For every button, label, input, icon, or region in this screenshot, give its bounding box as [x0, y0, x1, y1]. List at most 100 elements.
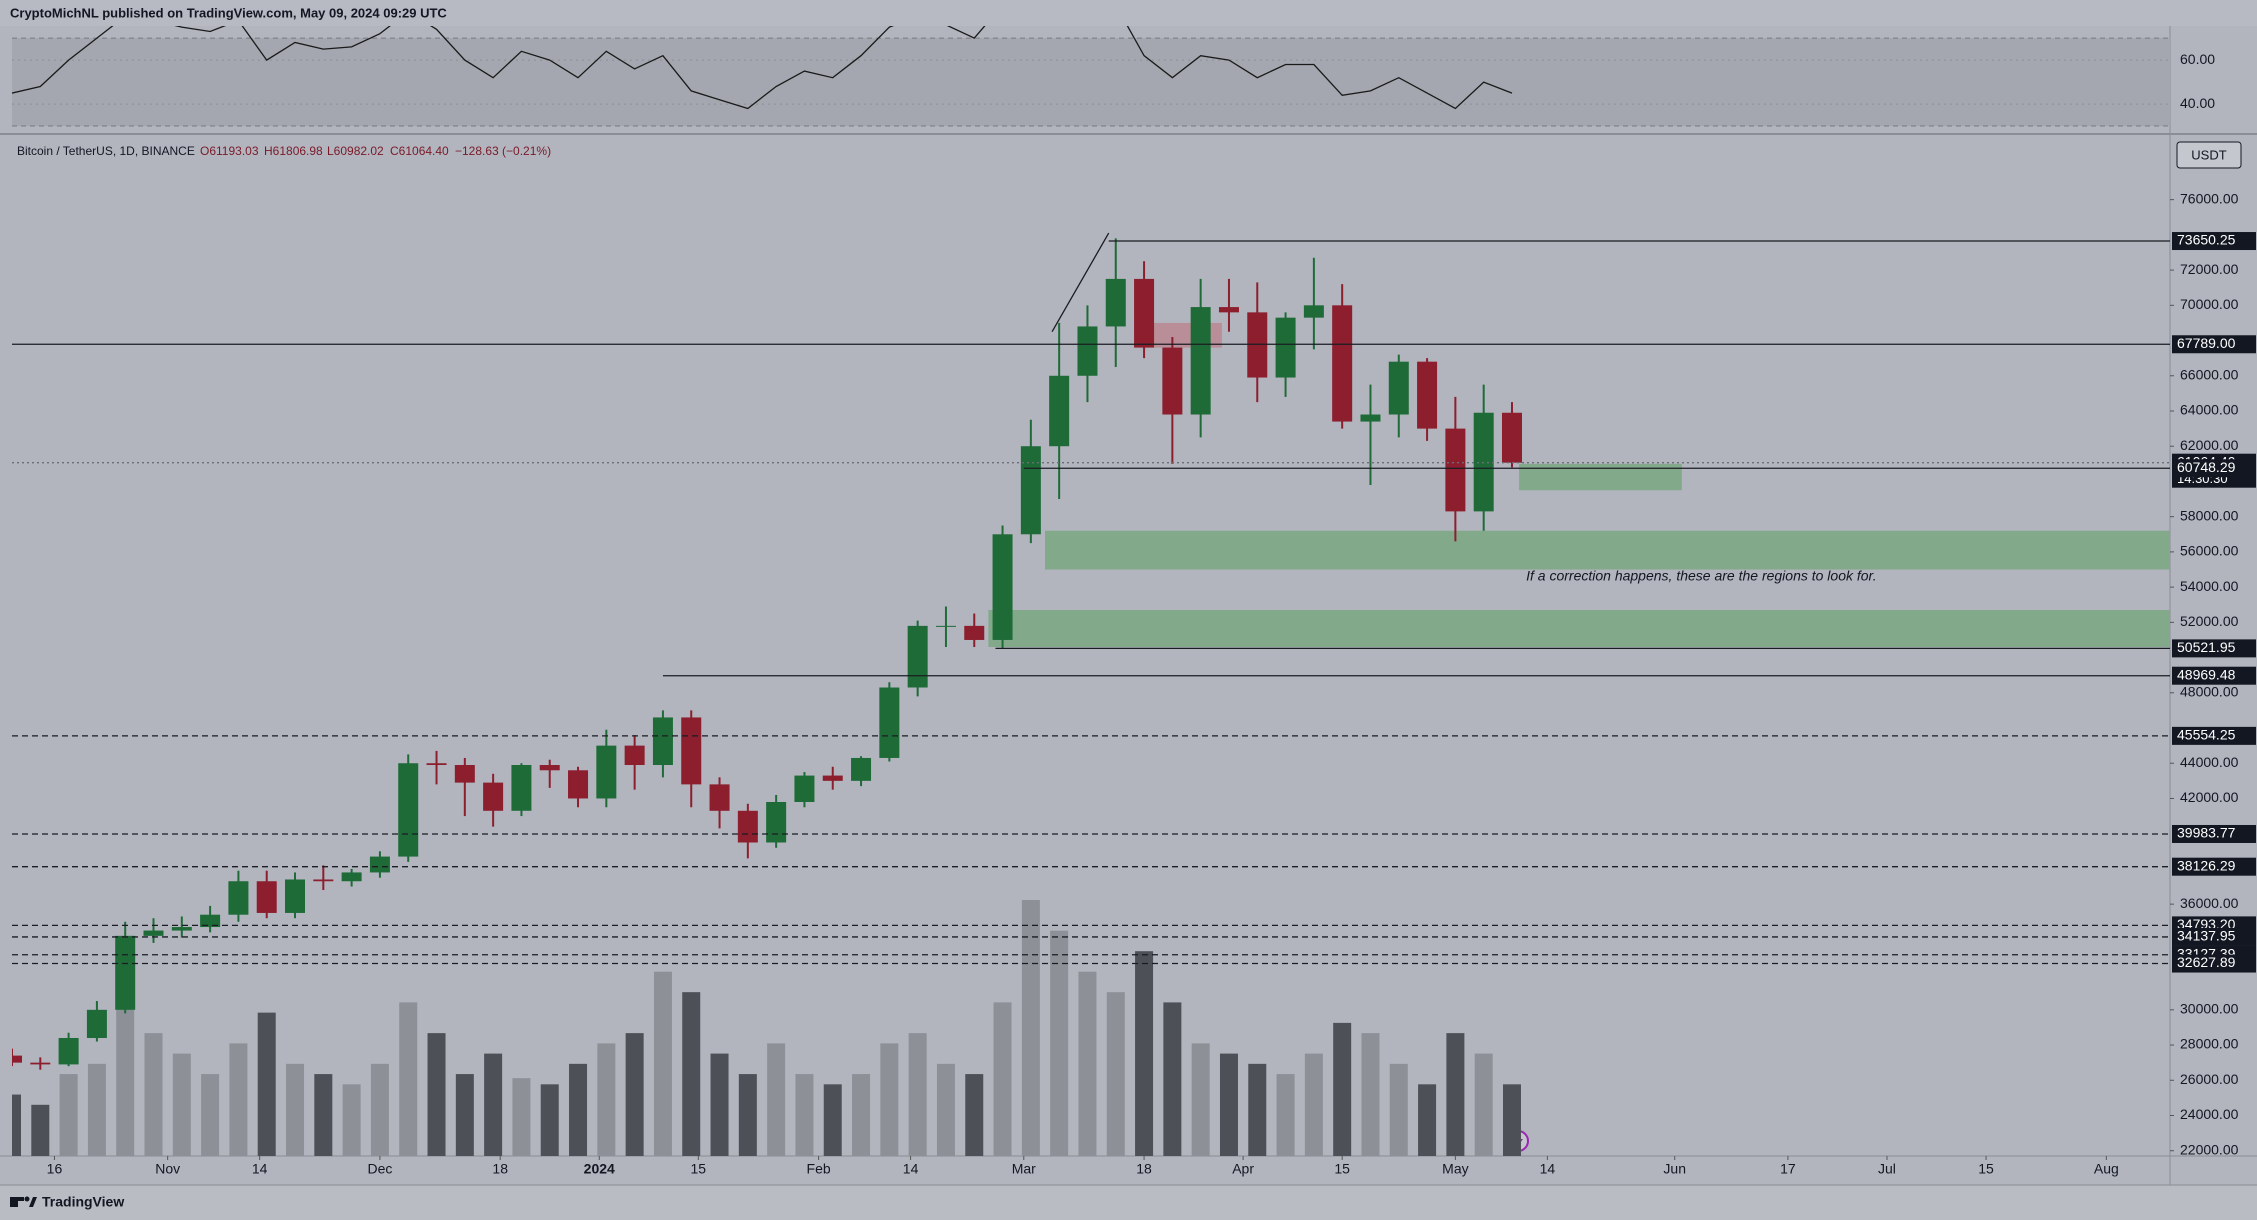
- candle-body: [1020, 446, 1041, 535]
- x-tick-label: Nov: [155, 1161, 180, 1177]
- volume-bar: [1219, 1053, 1238, 1156]
- x-tick-label: 14: [903, 1161, 919, 1177]
- candle-body: [879, 687, 900, 758]
- x-tick-label: 16: [47, 1161, 63, 1177]
- candle-body: [171, 927, 192, 931]
- volume-bar: [172, 1053, 191, 1156]
- x-tick-label: 2024: [584, 1161, 615, 1177]
- candle-body: [58, 1037, 79, 1065]
- volume-bar: [116, 961, 135, 1156]
- currency-label[interactable]: USDT: [2191, 147, 2226, 162]
- rsi-tick-label: 60.00: [2180, 51, 2215, 67]
- legend-close: C61064.40: [390, 144, 449, 158]
- candle-body: [12, 1055, 22, 1063]
- y-tick-label: 44000.00: [2180, 754, 2239, 770]
- volume-bar: [710, 1053, 729, 1156]
- y-tick-label: 54000.00: [2180, 578, 2239, 594]
- candle-body: [313, 879, 334, 882]
- volume-bar: [597, 1043, 616, 1156]
- volume-bar: [1446, 1033, 1465, 1156]
- currency-button[interactable]: [2176, 141, 2242, 169]
- candle-body: [1388, 361, 1409, 415]
- level-label-box: [2172, 232, 2256, 251]
- candle-body: [1360, 414, 1381, 422]
- candle-body: [1501, 412, 1522, 463]
- y-tick-label: 26000.00: [2180, 1071, 2239, 1087]
- volume-bar: [286, 1063, 305, 1156]
- x-tick-label: 17: [1780, 1161, 1796, 1177]
- volume-bar: [144, 1033, 163, 1156]
- candle-body: [766, 801, 787, 843]
- level-label: 60748.29: [2177, 459, 2236, 475]
- volume-bar: [59, 1074, 78, 1156]
- level-label: 50521.95: [2177, 639, 2236, 655]
- x-tick-label: Mar: [1012, 1161, 1036, 1177]
- candle-body: [256, 881, 277, 913]
- y-tick-label: 62000.00: [2180, 437, 2239, 453]
- publisher: CryptoMichNL published on TradingView.co…: [10, 5, 447, 20]
- volume-bar: [823, 1084, 842, 1156]
- candle-body: [285, 879, 306, 913]
- candle-body: [568, 770, 589, 799]
- candle-body: [369, 856, 390, 873]
- level-label: 48969.48: [2177, 666, 2236, 682]
- rsi-tick-label: 40.00: [2180, 95, 2215, 111]
- x-tick-label: Dec: [367, 1161, 392, 1177]
- volume-bar: [1418, 1084, 1437, 1156]
- candle-body: [1275, 317, 1296, 378]
- volume-bar: [1191, 1043, 1210, 1156]
- brand: TradingView: [42, 1194, 124, 1210]
- x-tick-label: 14: [1540, 1161, 1556, 1177]
- candle-body: [737, 810, 758, 843]
- volume-bar: [795, 1074, 814, 1156]
- legend-high: H61806.98: [264, 144, 323, 158]
- rsi-pane: [12, 26, 2170, 127]
- volume-bar: [12, 1094, 21, 1156]
- volume-bar: [1078, 971, 1097, 1156]
- candle-body: [115, 935, 136, 1010]
- level-label: 32627.89: [2177, 954, 2236, 970]
- x-tick-label: Aug: [2094, 1161, 2119, 1177]
- volume-bar: [1389, 1063, 1408, 1156]
- volume-bar: [1050, 930, 1069, 1156]
- volume-bar: [540, 1084, 559, 1156]
- y-tick-label: 28000.00: [2180, 1036, 2239, 1052]
- volume-bar: [965, 1074, 984, 1156]
- volume-bar: [625, 1033, 644, 1156]
- y-tick-label: 30000.00: [2180, 1001, 2239, 1017]
- candle-body: [822, 775, 843, 781]
- candle-body: [1105, 278, 1126, 327]
- candle-body: [794, 775, 815, 802]
- volume-bar: [569, 1063, 588, 1156]
- y-tick-label: 72000.00: [2180, 261, 2239, 277]
- main-pane: [12, 232, 2170, 1156]
- volume-bar: [852, 1074, 871, 1156]
- y-tick-label: 22000.00: [2180, 1141, 2239, 1157]
- volume-bar: [342, 1084, 361, 1156]
- candle-body: [86, 1009, 107, 1038]
- x-tick-label: 15: [691, 1161, 707, 1177]
- x-tick-label: 14: [252, 1161, 268, 1177]
- candle-body: [483, 782, 504, 811]
- level-label-box: [2172, 857, 2256, 876]
- legend-symbol: Bitcoin / TetherUS, 1D, BINANCE: [17, 144, 195, 158]
- candle-body: [681, 717, 702, 785]
- candle-body: [964, 625, 985, 640]
- volume-bar: [1021, 900, 1040, 1156]
- candle-body: [1134, 278, 1155, 348]
- legend-change: −128.63 (−0.21%): [455, 144, 551, 158]
- header-bar: [0, 0, 2257, 26]
- candle-body: [1303, 305, 1324, 318]
- level-label-box: [2172, 335, 2256, 354]
- y-tick-label: 66000.00: [2180, 366, 2239, 382]
- volume-bar: [1361, 1033, 1380, 1156]
- candle-body: [992, 534, 1013, 640]
- volume-bar: [201, 1074, 220, 1156]
- rsi-line: [12, 26, 1513, 110]
- candle-body: [1332, 305, 1353, 422]
- rsi-band: [12, 38, 2170, 127]
- volume-bar: [1276, 1074, 1295, 1156]
- volume-bar: [87, 1063, 106, 1156]
- x-tick-label: 15: [1334, 1161, 1350, 1177]
